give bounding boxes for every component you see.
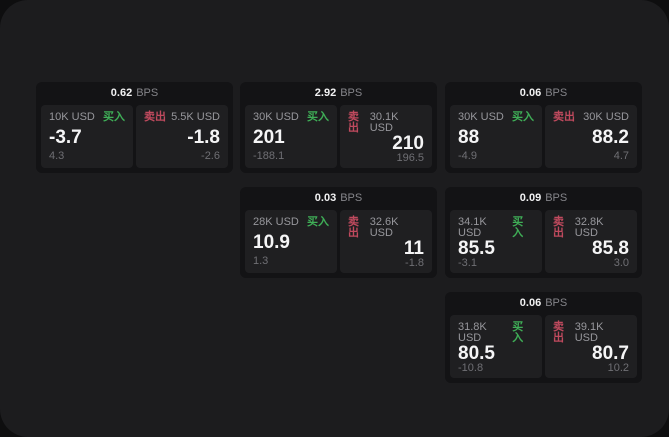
card-header: 0.62 BPS xyxy=(36,82,233,105)
buy-panel[interactable]: 30K USD 买入 88 -4.9 xyxy=(450,105,542,168)
bps-unit-label: BPS xyxy=(340,87,363,99)
sell-amount: 32.6K USD xyxy=(369,216,399,239)
buy-amount: 10K USD xyxy=(49,111,95,123)
sell-delta: 4.7 xyxy=(613,150,629,162)
quote-panels: 30K USD 买入 88 -4.9 卖出 30K USD 88.2 4.7 xyxy=(450,105,637,168)
sell-panel[interactable]: 卖出 30K USD 88.2 4.7 xyxy=(545,105,637,168)
bps-unit-label: BPS xyxy=(340,192,363,204)
card-header: 0.06 BPS xyxy=(445,292,642,315)
sell-amount: 30.1K USD xyxy=(369,111,399,134)
sell-price: -1.8 xyxy=(187,126,220,148)
sell-panel[interactable]: 卖出 39.1K USD 80.7 10.2 xyxy=(545,315,637,378)
quote-card[interactable]: 0.03 BPS 28K USD 买入 10.9 1.3 卖出 32.6K US… xyxy=(240,187,437,278)
sell-tag: 卖出 xyxy=(553,111,575,123)
quote-card[interactable]: 0.06 BPS 31.8K USD 买入 80.5 -10.8 卖出 39.1… xyxy=(445,292,642,383)
sell-price: 11 xyxy=(403,238,424,259)
bps-value: 2.92 xyxy=(314,87,337,99)
buy-tag: 买入 xyxy=(512,111,534,123)
sell-delta: 3.0 xyxy=(613,257,629,269)
buy-price: 201 xyxy=(253,126,285,148)
sell-amount: 39.1K USD xyxy=(574,321,604,344)
sell-price: 85.8 xyxy=(592,238,629,259)
sell-tag: 卖出 xyxy=(553,321,564,344)
buy-price: 88 xyxy=(458,126,480,148)
card-header: 2.92 BPS xyxy=(240,82,437,105)
quote-panels: 10K USD 买入 -3.7 4.3 卖出 5.5K USD -1.8 -2.… xyxy=(41,105,228,168)
buy-delta: -4.9 xyxy=(458,150,477,162)
quote-card[interactable]: 0.06 BPS 30K USD 买入 88 -4.9 卖出 30K USD 8… xyxy=(445,82,642,173)
sell-price: 80.7 xyxy=(592,343,629,364)
quote-panels: 34.1K USD 买入 85.5 -3.1 卖出 32.8K USD 85.8… xyxy=(450,210,637,273)
buy-delta: -10.8 xyxy=(458,362,484,374)
buy-price: 10.9 xyxy=(253,231,290,253)
buy-amount: 28K USD xyxy=(253,216,299,228)
bps-value: 0.03 xyxy=(314,192,337,204)
buy-panel[interactable]: 10K USD 买入 -3.7 4.3 xyxy=(41,105,133,168)
buy-panel[interactable]: 28K USD 买入 10.9 1.3 xyxy=(245,210,337,273)
buy-panel[interactable]: 31.8K USD 买入 80.5 -10.8 xyxy=(450,315,542,378)
buy-tag: 买入 xyxy=(512,321,524,344)
bps-value: 0.62 xyxy=(110,87,133,99)
card-header: 0.06 BPS xyxy=(445,82,642,105)
bps-value: 0.06 xyxy=(519,87,542,99)
sell-amount: 32.8K USD xyxy=(574,216,604,239)
card-header: 0.03 BPS xyxy=(240,187,437,210)
sell-tag: 卖出 xyxy=(348,111,359,134)
buy-delta: -3.1 xyxy=(458,257,477,269)
sell-amount: 5.5K USD xyxy=(171,111,220,123)
buy-tag: 买入 xyxy=(307,216,329,228)
buy-tag: 买入 xyxy=(512,216,524,239)
bps-unit-label: BPS xyxy=(545,192,568,204)
buy-amount: 34.1K USD xyxy=(458,216,487,239)
buy-delta: 4.3 xyxy=(49,150,65,162)
quote-panels: 30K USD 买入 201 -188.1 卖出 30.1K USD 210 1… xyxy=(245,105,432,168)
sell-price: 88.2 xyxy=(592,126,629,148)
card-header: 0.09 BPS xyxy=(445,187,642,210)
buy-price: 85.5 xyxy=(458,238,495,259)
buy-price: 80.5 xyxy=(458,343,495,364)
sell-tag: 卖出 xyxy=(144,111,166,123)
buy-amount: 30K USD xyxy=(458,111,504,123)
bps-value: 0.06 xyxy=(519,297,542,309)
sell-amount: 30K USD xyxy=(583,111,629,123)
buy-price: -3.7 xyxy=(49,126,82,148)
sell-delta: 196.5 xyxy=(396,152,424,164)
sell-tag: 卖出 xyxy=(553,216,564,239)
quote-card[interactable]: 0.62 BPS 10K USD 买入 -3.7 4.3 卖出 5.5K USD… xyxy=(36,82,233,173)
quote-panels: 28K USD 买入 10.9 1.3 卖出 32.6K USD 11 -1.8 xyxy=(245,210,432,273)
quote-card[interactable]: 0.09 BPS 34.1K USD 买入 85.5 -3.1 卖出 32.8K… xyxy=(445,187,642,278)
bps-unit-label: BPS xyxy=(136,87,159,99)
bps-value: 0.09 xyxy=(519,192,542,204)
buy-tag: 买入 xyxy=(307,111,329,123)
sell-tag: 卖出 xyxy=(348,216,359,239)
sell-delta: -1.8 xyxy=(405,257,424,269)
sell-panel[interactable]: 卖出 32.6K USD 11 -1.8 xyxy=(340,210,432,273)
buy-amount: 30K USD xyxy=(253,111,299,123)
sell-panel[interactable]: 卖出 30.1K USD 210 196.5 xyxy=(340,105,432,168)
buy-delta: 1.3 xyxy=(253,255,269,267)
buy-panel[interactable]: 34.1K USD 买入 85.5 -3.1 xyxy=(450,210,542,273)
buy-panel[interactable]: 30K USD 买入 201 -188.1 xyxy=(245,105,337,168)
sell-panel[interactable]: 卖出 32.8K USD 85.8 3.0 xyxy=(545,210,637,273)
buy-delta: -188.1 xyxy=(253,150,285,162)
bps-unit-label: BPS xyxy=(545,87,568,99)
quote-panels: 31.8K USD 买入 80.5 -10.8 卖出 39.1K USD 80.… xyxy=(450,315,637,378)
quote-card[interactable]: 2.92 BPS 30K USD 买入 201 -188.1 卖出 30.1K … xyxy=(240,82,437,173)
sell-panel[interactable]: 卖出 5.5K USD -1.8 -2.6 xyxy=(136,105,228,168)
buy-amount: 31.8K USD xyxy=(458,321,487,344)
sell-delta: 10.2 xyxy=(607,362,629,374)
sell-price: 210 xyxy=(392,133,424,154)
buy-tag: 买入 xyxy=(103,111,125,123)
bps-unit-label: BPS xyxy=(545,297,568,309)
sell-delta: -2.6 xyxy=(201,150,220,162)
